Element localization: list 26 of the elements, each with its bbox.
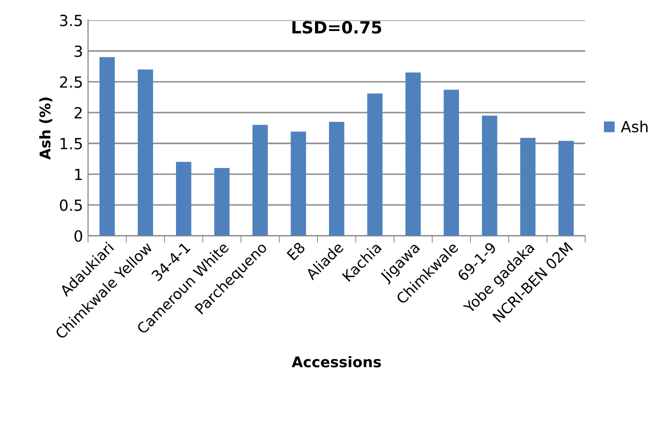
annotation: LSD=0.75 <box>292 21 382 34</box>
legend-label: Ash <box>620 120 648 132</box>
y-tick-label: 2 <box>74 107 82 118</box>
y-tick-label: 0.5 <box>60 199 82 211</box>
y-tick-label: 1 <box>75 168 82 180</box>
y-tick-label: 3.5 <box>60 14 82 26</box>
y-tick-label: 3 <box>74 45 82 58</box>
bar <box>558 140 574 236</box>
y-tick-label: 1.5 <box>60 138 82 150</box>
bar <box>214 168 230 236</box>
y-axis-title: Ash (%) <box>39 98 52 160</box>
y-tick-label: 2.5 <box>60 76 82 88</box>
bar <box>405 72 421 236</box>
y-tick-label: 0 <box>74 230 82 242</box>
bar <box>290 132 306 236</box>
x-tick-label: E8 <box>286 242 306 261</box>
bar <box>367 93 383 236</box>
bar <box>100 57 115 236</box>
bar <box>252 124 268 236</box>
bar <box>176 162 192 236</box>
x-axis-title: Accessions <box>292 356 381 368</box>
bar <box>138 69 154 236</box>
bar <box>328 122 344 236</box>
bar <box>444 90 460 236</box>
bar <box>482 116 498 236</box>
bar <box>520 138 536 236</box>
